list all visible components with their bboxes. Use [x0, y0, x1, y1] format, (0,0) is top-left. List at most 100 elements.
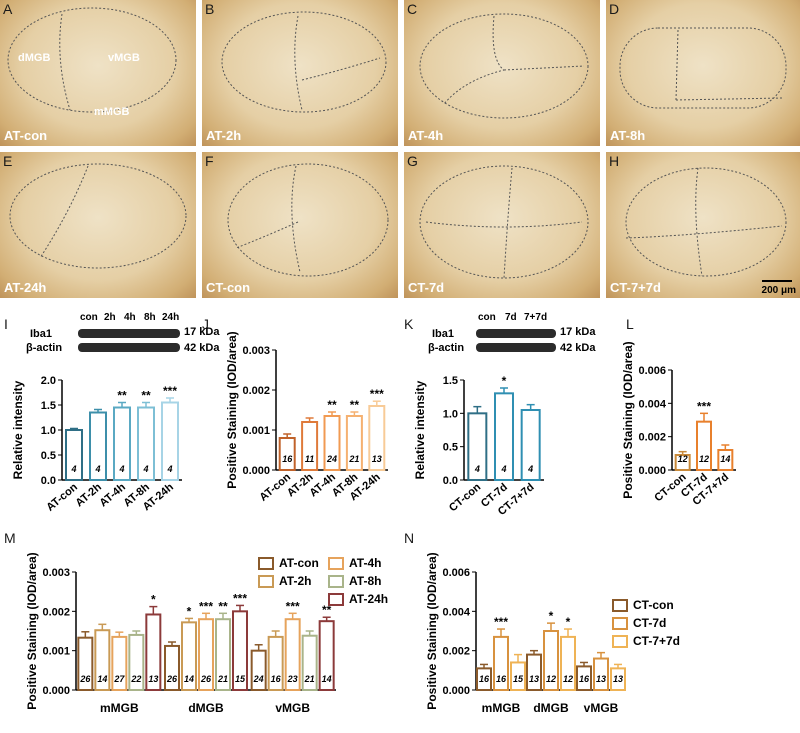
legend-item: AT-24h — [328, 592, 388, 607]
condition-label: AT-8h — [610, 128, 646, 143]
y-axis-label: Positive Staining (IOD/area) — [25, 552, 39, 709]
micrograph-a: A dMGB vMGB mMGB AT-con — [0, 0, 196, 146]
n-label: 22 — [130, 674, 141, 684]
wb-kda-label: 17 kDa — [184, 326, 220, 338]
y-tick-label: 0.003 — [242, 345, 270, 357]
condition-label: AT-con — [4, 128, 48, 143]
panel-letter-j: J — [202, 316, 209, 332]
significance-label: ** — [322, 603, 332, 617]
micrograph-e: E AT-24h — [0, 152, 196, 298]
mgb-outline — [9, 163, 187, 269]
panel-letter-i: I — [4, 316, 8, 332]
bar — [250, 649, 267, 691]
wb-band-iba1 — [78, 329, 180, 338]
bar — [128, 633, 145, 691]
micrograph-c: C AT-4h — [404, 0, 600, 146]
n-label: 21 — [304, 674, 315, 684]
bar — [198, 618, 214, 691]
y-tick-label: 0.000 — [442, 685, 470, 697]
bar — [576, 665, 592, 692]
significance-label: ** — [350, 398, 360, 412]
y-tick-label: 0.002 — [242, 385, 270, 397]
n-label: 4 — [166, 464, 172, 474]
n-label: 21 — [217, 674, 228, 684]
significance-label: *** — [233, 591, 247, 605]
n-label: 15 — [235, 674, 246, 684]
wb-lane-label: 7d — [505, 312, 517, 323]
bar — [215, 618, 231, 691]
condition-label: CT-7d — [408, 280, 445, 295]
n-label: 4 — [142, 464, 148, 474]
bar — [526, 653, 542, 691]
wb-lane-label: 24h — [162, 312, 180, 323]
wb-kda-label: 17 kDa — [560, 326, 596, 338]
wb-row-label: Iba1 — [432, 328, 455, 340]
y-tick-label: 1.5 — [443, 375, 458, 387]
significance-label: ** — [218, 599, 228, 613]
x-tick-label: dMGB — [188, 701, 224, 715]
wb-lane-label: con — [478, 312, 496, 323]
significance-label: * — [549, 609, 554, 623]
y-axis-label: Positive Staining (IOD/area) — [425, 552, 439, 709]
n-label: 13 — [596, 674, 606, 684]
legend-item: AT-4h — [328, 556, 381, 571]
x-tick-label: AT-2h — [73, 481, 104, 509]
panel-letter: F — [205, 153, 214, 169]
bar — [494, 392, 514, 481]
n-label: 24 — [253, 674, 264, 684]
wb-lane-label: 2h — [104, 312, 116, 323]
legend-swatch — [328, 575, 344, 589]
significance-label: * — [502, 374, 507, 388]
region-label-vmgb: vMGB — [108, 52, 140, 64]
n-label: 27 — [113, 674, 125, 684]
bar — [318, 620, 335, 691]
y-tick-label: 0.006 — [442, 567, 470, 579]
n-label: 4 — [527, 464, 533, 474]
wb-row-label: β-actin — [428, 342, 465, 354]
significance-label: ** — [117, 389, 127, 403]
y-tick-label: 0.001 — [42, 646, 70, 658]
mgb-outline — [7, 7, 177, 113]
n-label: 13 — [148, 674, 158, 684]
x-tick-label: mMGB — [482, 701, 521, 715]
n-label: 4 — [70, 464, 76, 474]
condition-label: AT-2h — [206, 128, 242, 143]
panel-letter: B — [205, 1, 215, 17]
legend-item: AT-8h — [328, 574, 381, 589]
legend-swatch — [612, 635, 628, 649]
x-tick-label: mMGB — [100, 701, 139, 715]
significance-label: *** — [286, 599, 300, 613]
y-tick-label: 1.0 — [443, 408, 458, 420]
y-axis-label: Positive Staining (IOD/area) — [621, 341, 635, 498]
n-label: 13 — [613, 674, 623, 684]
n-label: 16 — [496, 674, 507, 684]
wb-row-label: β-actin — [26, 342, 63, 354]
legend-item: AT-2h — [258, 574, 311, 589]
n-label: 26 — [79, 674, 91, 684]
bar — [510, 661, 526, 691]
wb-lane-label: 8h — [144, 312, 156, 323]
n-label: 11 — [305, 454, 314, 464]
y-tick-label: 0.0 — [41, 475, 56, 487]
n-label: 16 — [271, 674, 282, 684]
wb-band-actin — [78, 343, 180, 352]
n-label: 16 — [479, 674, 490, 684]
n-label: 16 — [282, 454, 293, 464]
legend-swatch — [612, 617, 628, 631]
y-axis-label: Positive Staining (IOD/area) — [225, 331, 239, 488]
wb-lane-label: 4h — [124, 312, 136, 323]
condition-label: AT-24h — [4, 280, 47, 295]
significance-label: * — [187, 604, 192, 618]
legend-swatch — [328, 593, 344, 607]
micrograph-f: F CT-con — [202, 152, 398, 298]
legend-item: AT-con — [258, 556, 319, 571]
mgb-outline — [221, 11, 387, 113]
significance-label: * — [566, 615, 571, 629]
significance-label: ** — [141, 389, 151, 403]
micrograph-d: D AT-8h — [606, 0, 800, 146]
bar — [610, 667, 626, 692]
wb-lane-label: 7+7d — [524, 312, 548, 323]
